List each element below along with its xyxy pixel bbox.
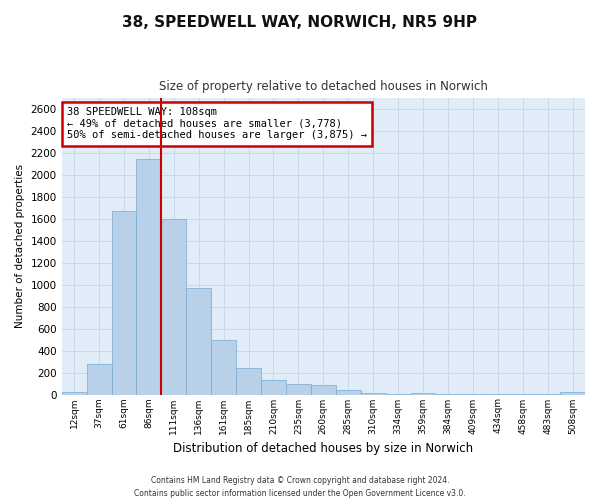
Bar <box>236 368 261 394</box>
Text: 38 SPEEDWELL WAY: 108sqm
← 49% of detached houses are smaller (3,778)
50% of sem: 38 SPEEDWELL WAY: 108sqm ← 49% of detach… <box>67 107 367 140</box>
Text: Contains HM Land Registry data © Crown copyright and database right 2024.
Contai: Contains HM Land Registry data © Crown c… <box>134 476 466 498</box>
Bar <box>410 392 436 394</box>
Y-axis label: Number of detached properties: Number of detached properties <box>15 164 25 328</box>
Text: 38, SPEEDWELL WAY, NORWICH, NR5 9HP: 38, SPEEDWELL WAY, NORWICH, NR5 9HP <box>122 15 478 30</box>
Bar <box>286 384 311 394</box>
Bar <box>62 392 86 394</box>
Title: Size of property relative to detached houses in Norwich: Size of property relative to detached ho… <box>159 80 488 93</box>
Bar <box>186 288 211 395</box>
Bar <box>311 385 336 394</box>
Bar <box>361 392 386 394</box>
Bar <box>136 158 161 394</box>
Bar <box>336 390 361 394</box>
X-axis label: Distribution of detached houses by size in Norwich: Distribution of detached houses by size … <box>173 442 473 455</box>
Bar <box>560 392 585 394</box>
Bar <box>211 340 236 394</box>
Bar <box>112 212 136 394</box>
Bar <box>161 219 186 394</box>
Bar <box>86 364 112 394</box>
Bar <box>261 380 286 394</box>
